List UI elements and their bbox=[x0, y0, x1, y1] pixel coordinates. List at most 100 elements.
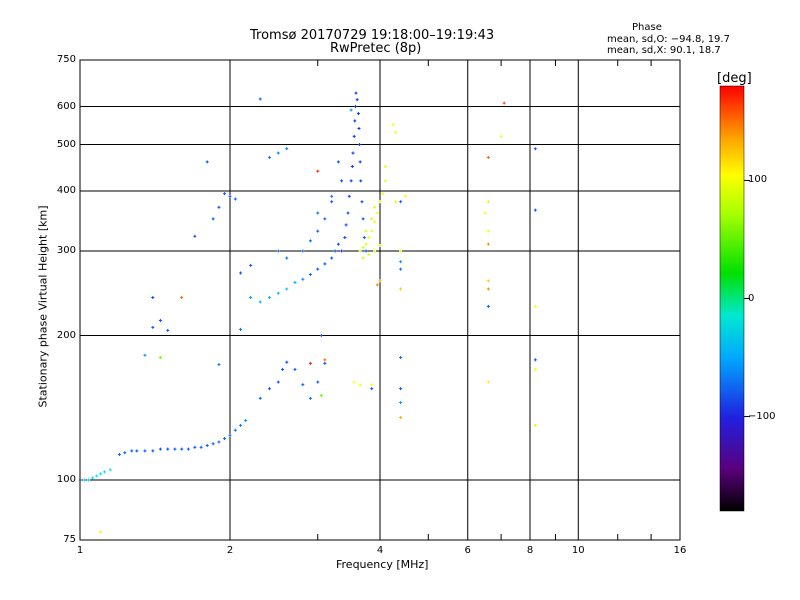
data-point-v bbox=[206, 444, 208, 448]
data-point-v bbox=[365, 229, 367, 233]
phase-title: Phase bbox=[632, 22, 662, 33]
x-tick-label: 4 bbox=[376, 545, 384, 556]
data-point-v bbox=[404, 194, 406, 198]
data-point-v bbox=[229, 194, 231, 198]
x-tick-label: 10 bbox=[571, 545, 585, 556]
data-point-v bbox=[250, 263, 252, 267]
data-point-v bbox=[337, 160, 339, 164]
data-point-v bbox=[503, 101, 505, 105]
y-tick-label: 750 bbox=[56, 54, 76, 65]
data-point-v bbox=[159, 355, 161, 359]
data-point-v bbox=[277, 249, 279, 253]
data-point-v bbox=[229, 433, 231, 437]
data-point-v bbox=[379, 200, 381, 204]
data-point-v bbox=[376, 283, 378, 287]
data-point-v bbox=[345, 223, 347, 227]
data-point-v bbox=[224, 192, 226, 196]
x-tick-label: 1 bbox=[76, 545, 84, 556]
data-point-v bbox=[374, 249, 376, 253]
data-point-v bbox=[320, 394, 322, 398]
data-point-v bbox=[259, 97, 261, 101]
data-point-v bbox=[348, 194, 350, 198]
data-point-v bbox=[371, 383, 373, 387]
data-point-v bbox=[324, 361, 326, 365]
data-point-v bbox=[181, 447, 183, 451]
y-tick-label: 500 bbox=[56, 138, 76, 150]
data-point-v bbox=[487, 229, 489, 233]
data-point-v bbox=[374, 220, 376, 224]
data-point-v bbox=[331, 194, 333, 198]
data-point-v bbox=[331, 256, 333, 260]
data-point-v bbox=[384, 179, 386, 183]
data-point-v bbox=[320, 334, 322, 338]
data-point-v bbox=[400, 355, 402, 359]
x-tick-label: 16 bbox=[673, 545, 687, 556]
data-point-v bbox=[152, 325, 154, 329]
data-point-v bbox=[400, 287, 402, 291]
data-point-v bbox=[118, 453, 120, 457]
data-point-v bbox=[152, 296, 154, 300]
data-point-v bbox=[286, 256, 288, 260]
data-point-v bbox=[212, 217, 214, 221]
data-point-v bbox=[302, 277, 304, 281]
data-point-v bbox=[277, 151, 279, 155]
x-axis-label: Frequency [MHz] bbox=[336, 558, 429, 571]
data-point-v bbox=[379, 244, 381, 248]
data-point-v bbox=[286, 287, 288, 291]
data-point-v bbox=[96, 474, 98, 478]
data-point-v bbox=[484, 211, 486, 215]
data-point-v bbox=[487, 200, 489, 204]
data-point-v bbox=[392, 123, 394, 127]
data-point-v bbox=[309, 361, 311, 365]
data-point-v bbox=[100, 472, 102, 476]
data-point-v bbox=[400, 401, 402, 405]
data-point-v bbox=[362, 256, 364, 260]
data-point-v bbox=[104, 470, 106, 474]
data-point-v bbox=[357, 112, 359, 116]
data-point-v bbox=[309, 239, 311, 243]
data-point-v bbox=[400, 249, 402, 253]
data-point-v bbox=[200, 445, 202, 449]
data-point-v bbox=[368, 253, 370, 257]
data-point-v bbox=[341, 179, 343, 183]
data-point-v bbox=[354, 119, 356, 123]
data-point-v bbox=[218, 363, 220, 367]
data-point-v bbox=[371, 387, 373, 391]
data-point-v bbox=[351, 164, 353, 168]
data-point-v bbox=[487, 279, 489, 283]
data-point-v bbox=[534, 304, 536, 308]
data-point-v bbox=[359, 383, 361, 387]
data-point-v bbox=[324, 262, 326, 266]
y-tick-label: 100 bbox=[56, 474, 76, 486]
data-point-v bbox=[152, 449, 154, 453]
data-point-v bbox=[400, 267, 402, 271]
data-point-v bbox=[395, 130, 397, 134]
data-point-v bbox=[317, 229, 319, 233]
data-point-v bbox=[324, 358, 326, 362]
data-point-v bbox=[240, 423, 242, 427]
data-point-v bbox=[309, 396, 311, 400]
plot-grid bbox=[80, 60, 680, 540]
colorbar-tick-label: 100 bbox=[748, 174, 768, 186]
data-point-v bbox=[365, 242, 367, 246]
y-tick-label: 600 bbox=[56, 100, 76, 112]
data-point-v bbox=[350, 179, 352, 183]
data-point-v bbox=[400, 200, 402, 204]
data-point-v bbox=[379, 279, 381, 283]
data-point-v bbox=[487, 242, 489, 246]
phase-mean-x: mean, sd,X: 90.1, 18.7 bbox=[607, 45, 721, 56]
data-point-v bbox=[282, 367, 284, 371]
data-point-v bbox=[194, 234, 196, 238]
colorbar-ticks bbox=[744, 179, 750, 418]
data-point-v bbox=[356, 98, 358, 102]
data-point-v bbox=[353, 380, 355, 384]
data-point-v bbox=[159, 318, 161, 322]
data-point-v bbox=[268, 155, 270, 159]
data-point-v bbox=[352, 151, 354, 155]
data-point-v bbox=[382, 192, 384, 196]
data-point-v bbox=[374, 205, 376, 209]
data-point-v bbox=[268, 296, 270, 300]
data-point-v bbox=[358, 126, 360, 130]
data-point-v bbox=[324, 217, 326, 221]
